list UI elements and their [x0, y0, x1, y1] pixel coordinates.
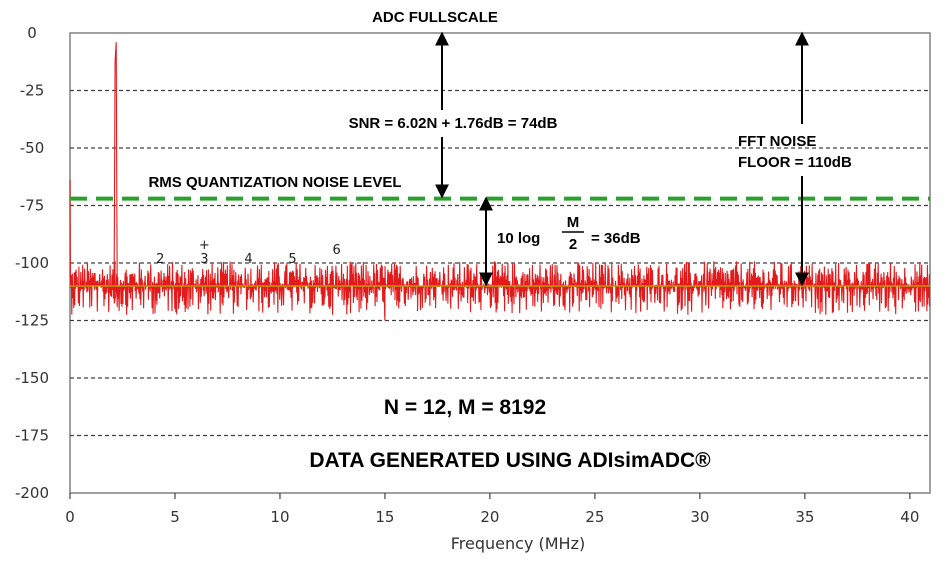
x-tick-label: 5: [170, 508, 180, 526]
y-tick-label: -75: [20, 197, 45, 215]
harmonic-labels: 2 3 4 5 6: [156, 243, 341, 267]
fft-noise-label-line1: FFT NOISE: [738, 133, 816, 150]
harmonic-label: 5: [288, 252, 296, 267]
y-tick-label: -200: [15, 484, 49, 502]
y-tick-label: -175: [15, 427, 49, 445]
y-tick-label: -100: [15, 254, 49, 272]
x-tick-label: 25: [585, 508, 604, 526]
params-label: N = 12, M = 8192: [384, 396, 546, 419]
x-tick-label: 20: [480, 508, 499, 526]
log-suffix-label: = 36dB: [591, 230, 641, 247]
x-tick-label: 15: [375, 508, 394, 526]
x-tick-label: 30: [690, 508, 709, 526]
harmonic-label: 6: [333, 243, 341, 258]
y-tick-label: -150: [15, 369, 49, 387]
log-prefix-label: 10 log: [497, 230, 540, 247]
x-tick-label: 40: [900, 508, 919, 526]
y-tick-label: -25: [20, 82, 45, 100]
harmonic-label: 3: [200, 252, 208, 267]
y-tick-label: 0: [27, 24, 37, 42]
rms-noise-label: RMS QUANTIZATION NOISE LEVEL: [148, 174, 401, 191]
x-tick-label: 10: [270, 508, 289, 526]
y-tick-label: -50: [20, 139, 45, 157]
fft-noise-label-line2: FLOOR = 110dB: [738, 154, 852, 171]
harmonic-label: 2: [156, 252, 164, 267]
harmonic-label: 4: [244, 252, 252, 267]
x-axis-ticks: 0 5 10 15 20 25 30 35 40: [65, 493, 919, 526]
x-axis-label: Frequency (MHz): [451, 534, 585, 553]
x-tick-label: 0: [65, 508, 75, 526]
fraction-denominator: 2: [569, 236, 577, 253]
harmonic-marker: +: [199, 238, 210, 253]
y-tick-label: -125: [15, 312, 49, 330]
fraction-numerator: M: [567, 214, 580, 231]
x-tick-label: 35: [795, 508, 814, 526]
generated-label: DATA GENERATED USING ADIsimADC®: [309, 449, 711, 472]
grid-lines: [70, 89, 930, 437]
snr-label: SNR = 6.02N + 1.76dB = 74dB: [349, 115, 558, 132]
y-axis-ticks: 0 -25 -50 -75 -100 -125 -150 -175 -200: [15, 24, 49, 502]
adc-fullscale-label: ADC FULLSCALE: [372, 9, 498, 26]
